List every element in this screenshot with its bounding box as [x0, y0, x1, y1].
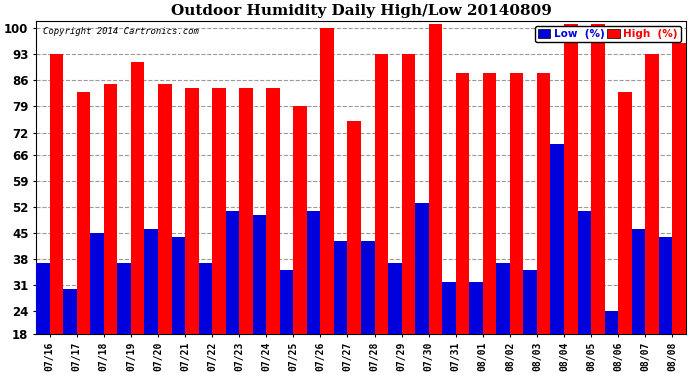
Bar [618, 92, 632, 334]
Bar [402, 54, 415, 334]
Bar [104, 84, 117, 334]
Bar [672, 43, 686, 334]
Bar [185, 88, 199, 334]
Bar [239, 88, 253, 334]
Bar [348, 122, 361, 334]
Bar [334, 241, 348, 334]
Bar [266, 88, 280, 334]
Bar [483, 73, 496, 334]
Bar [280, 270, 293, 334]
Bar [496, 263, 510, 334]
Bar [415, 203, 428, 334]
Bar [212, 88, 226, 334]
Bar [50, 54, 63, 334]
Bar [469, 282, 483, 334]
Bar [578, 211, 591, 334]
Bar [293, 106, 307, 334]
Bar [537, 73, 551, 334]
Bar [63, 289, 77, 334]
Bar [90, 233, 104, 334]
Bar [604, 312, 618, 334]
Bar [659, 237, 672, 334]
Bar [551, 144, 564, 334]
Bar [253, 214, 266, 334]
Bar [388, 263, 402, 334]
Bar [226, 211, 239, 334]
Bar [524, 270, 537, 334]
Bar [144, 230, 158, 334]
Bar [442, 282, 456, 334]
Bar [199, 263, 212, 334]
Bar [591, 24, 604, 334]
Bar [428, 24, 442, 334]
Bar [645, 54, 659, 334]
Bar [375, 54, 388, 334]
Bar [510, 73, 524, 334]
Title: Outdoor Humidity Daily High/Low 20140809: Outdoor Humidity Daily High/Low 20140809 [170, 4, 551, 18]
Bar [117, 263, 131, 334]
Bar [632, 230, 645, 334]
Bar [36, 263, 50, 334]
Bar [456, 73, 469, 334]
Bar [361, 241, 375, 334]
Bar [564, 24, 578, 334]
Text: Copyright 2014 Cartronics.com: Copyright 2014 Cartronics.com [43, 27, 199, 36]
Bar [320, 28, 334, 334]
Bar [172, 237, 185, 334]
Legend: Low  (%), High  (%): Low (%), High (%) [535, 26, 680, 42]
Bar [307, 211, 320, 334]
Bar [158, 84, 172, 334]
Bar [131, 62, 144, 334]
Bar [77, 92, 90, 334]
